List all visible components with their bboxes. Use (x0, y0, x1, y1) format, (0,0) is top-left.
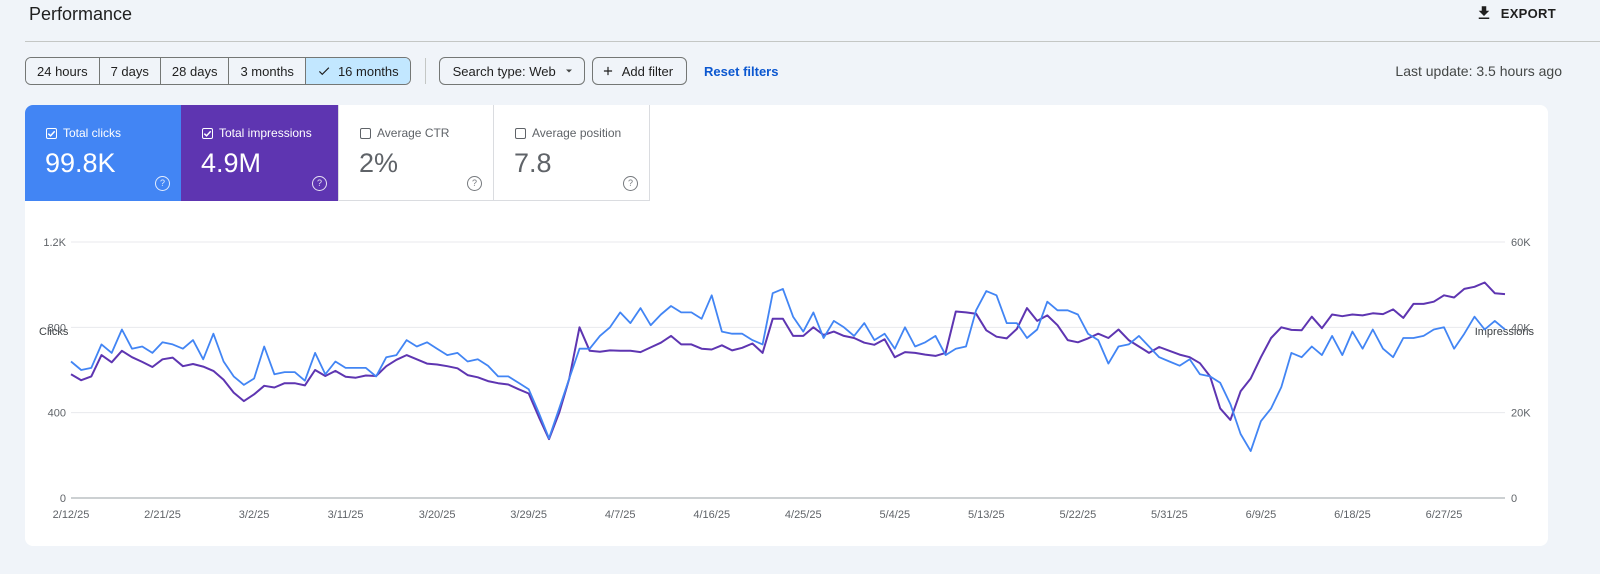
search-type-label: Search type: Web (452, 63, 556, 79)
download-icon (1478, 6, 1489, 19)
reset-filters-link[interactable]: Reset filters (704, 63, 779, 79)
help-icon[interactable]: ? (467, 176, 482, 191)
x-axis-tick-label: 5/4/25 (879, 509, 910, 521)
metric-average-position-value: 7.8 (514, 148, 552, 178)
metric-average-position-header: Average position (515, 126, 621, 140)
metric-total-impressions[interactable]: Total impressions 4.9M ? (181, 105, 338, 201)
left-axis-tick-label: 800 (48, 322, 66, 334)
header-divider (25, 41, 1600, 42)
caret-down-icon (565, 69, 572, 73)
x-axis-tick-label: 2/21/25 (144, 509, 181, 521)
checkbox-unchecked-icon[interactable] (360, 127, 371, 139)
metric-total-clicks-header: Total clicks (46, 126, 121, 140)
right-axis-tick-label: 60K (1511, 237, 1531, 249)
date-range-7-days[interactable]: 7 days (99, 58, 161, 84)
x-axis-tick-label: 2/12/25 (53, 509, 90, 521)
plus-icon (603, 66, 612, 76)
series-line-impressions (70, 281, 1506, 441)
metric-total-clicks[interactable]: Total clicks 99.8K ? (25, 105, 181, 201)
checkbox-unchecked-icon[interactable] (515, 127, 526, 139)
date-range-16-months[interactable]: 16 months (305, 58, 410, 84)
export-label: EXPORT (1500, 5, 1556, 21)
right-axis-title: Impressions (1475, 326, 1535, 338)
metric-average-ctr-value: 2% (359, 148, 399, 178)
date-range-24-hours[interactable]: 24 hours (26, 58, 100, 84)
add-filter-button[interactable]: Add filter (591, 57, 688, 85)
checkbox-checked-icon[interactable] (46, 127, 57, 139)
x-axis-tick-label: 5/13/25 (968, 509, 1005, 521)
export-button[interactable]: EXPORT (1475, 4, 1556, 22)
metric-total-clicks-label: Total clicks (63, 126, 122, 140)
page-header: Performance EXPORT (0, 0, 1600, 42)
x-axis-tick-label: 6/18/25 (1334, 509, 1371, 521)
left-axis-tick-label: 0 (60, 493, 66, 505)
metric-total-impressions-value: 4.9M (201, 148, 262, 178)
x-axis-tick-label: 6/27/25 (1426, 509, 1463, 521)
performance-chart[interactable]: Clicks Impressions 0 400 800 1.2K 0 20K 40K 60… (25, 210, 1548, 530)
checkmark-icon (318, 67, 330, 76)
filter-bar: 24 hours 7 days 28 days 3 months 16 mont… (25, 57, 778, 85)
right-axis-tick-label: 0 (1511, 493, 1517, 505)
left-axis-tick-label: 400 (48, 408, 66, 420)
help-icon[interactable]: ? (312, 176, 327, 191)
metric-average-position-label: Average position (532, 126, 622, 140)
date-range-selector: 24 hours 7 days 28 days 3 months 16 mont… (25, 57, 411, 85)
x-axis-tick-label: 5/22/25 (1059, 509, 1096, 521)
x-axis-tick-label: 5/31/25 (1151, 509, 1188, 521)
x-axis-tick-label: 3/11/25 (328, 509, 364, 521)
right-axis-tick-label: 40K (1511, 322, 1531, 334)
chart-gridlines (71, 241, 1505, 499)
metric-average-ctr[interactable]: Average CTR 2% ? (338, 105, 494, 201)
x-axis-tick-label: 3/2/25 (239, 509, 270, 521)
left-axis-tick-label: 1.2K (43, 237, 66, 249)
x-axis-tick-label: 4/7/25 (605, 509, 636, 521)
date-range-16-months-label: 16 months (337, 63, 399, 79)
add-filter-label: Add filter (621, 63, 674, 79)
metric-average-position[interactable]: Average position 7.8 ? (494, 105, 650, 201)
left-axis-title: Clicks (39, 326, 69, 338)
metric-tiles: Total clicks 99.8K ? Total impressions 4… (25, 105, 650, 201)
metric-average-ctr-label: Average CTR (377, 126, 450, 140)
checkbox-checked-icon[interactable] (202, 127, 213, 139)
search-type-dropdown[interactable]: Search type: Web (438, 57, 585, 85)
metric-average-ctr-header: Average CTR (360, 126, 449, 140)
left-axis-ticks: 0 400 800 1.2K (43, 237, 66, 505)
series-line-clicks (70, 288, 1506, 452)
last-update-text: Last update: 3.5 hours ago (1395, 63, 1562, 79)
help-icon[interactable]: ? (623, 176, 638, 191)
metric-total-clicks-value: 99.8K (45, 148, 116, 178)
right-axis-ticks: 0 20K 40K 60K (1511, 237, 1531, 505)
help-icon[interactable]: ? (155, 176, 170, 191)
x-axis-tick-label: 6/9/25 (1246, 509, 1277, 521)
date-range-3-months[interactable]: 3 months (229, 58, 306, 84)
page-title: Performance (29, 4, 133, 24)
x-axis-tick-label: 4/16/25 (693, 509, 730, 521)
x-axis-tick-label: 3/20/25 (419, 509, 456, 521)
x-axis-ticks: 2/12/25 2/21/25 3/2/25 3/11/25 3/20/25 3/29/2… (53, 509, 1463, 521)
x-axis-tick-label: 4/25/25 (785, 509, 822, 521)
performance-card: Total clicks 99.8K ? Total impressions 4… (25, 105, 1548, 546)
metric-total-impressions-label: Total impressions (219, 126, 312, 140)
metric-total-impressions-header: Total impressions (202, 126, 312, 140)
date-range-28-days[interactable]: 28 days (160, 58, 230, 84)
x-axis-tick-label: 3/29/25 (510, 509, 547, 521)
filter-divider (424, 58, 426, 84)
right-axis-tick-label: 20K (1511, 408, 1531, 420)
